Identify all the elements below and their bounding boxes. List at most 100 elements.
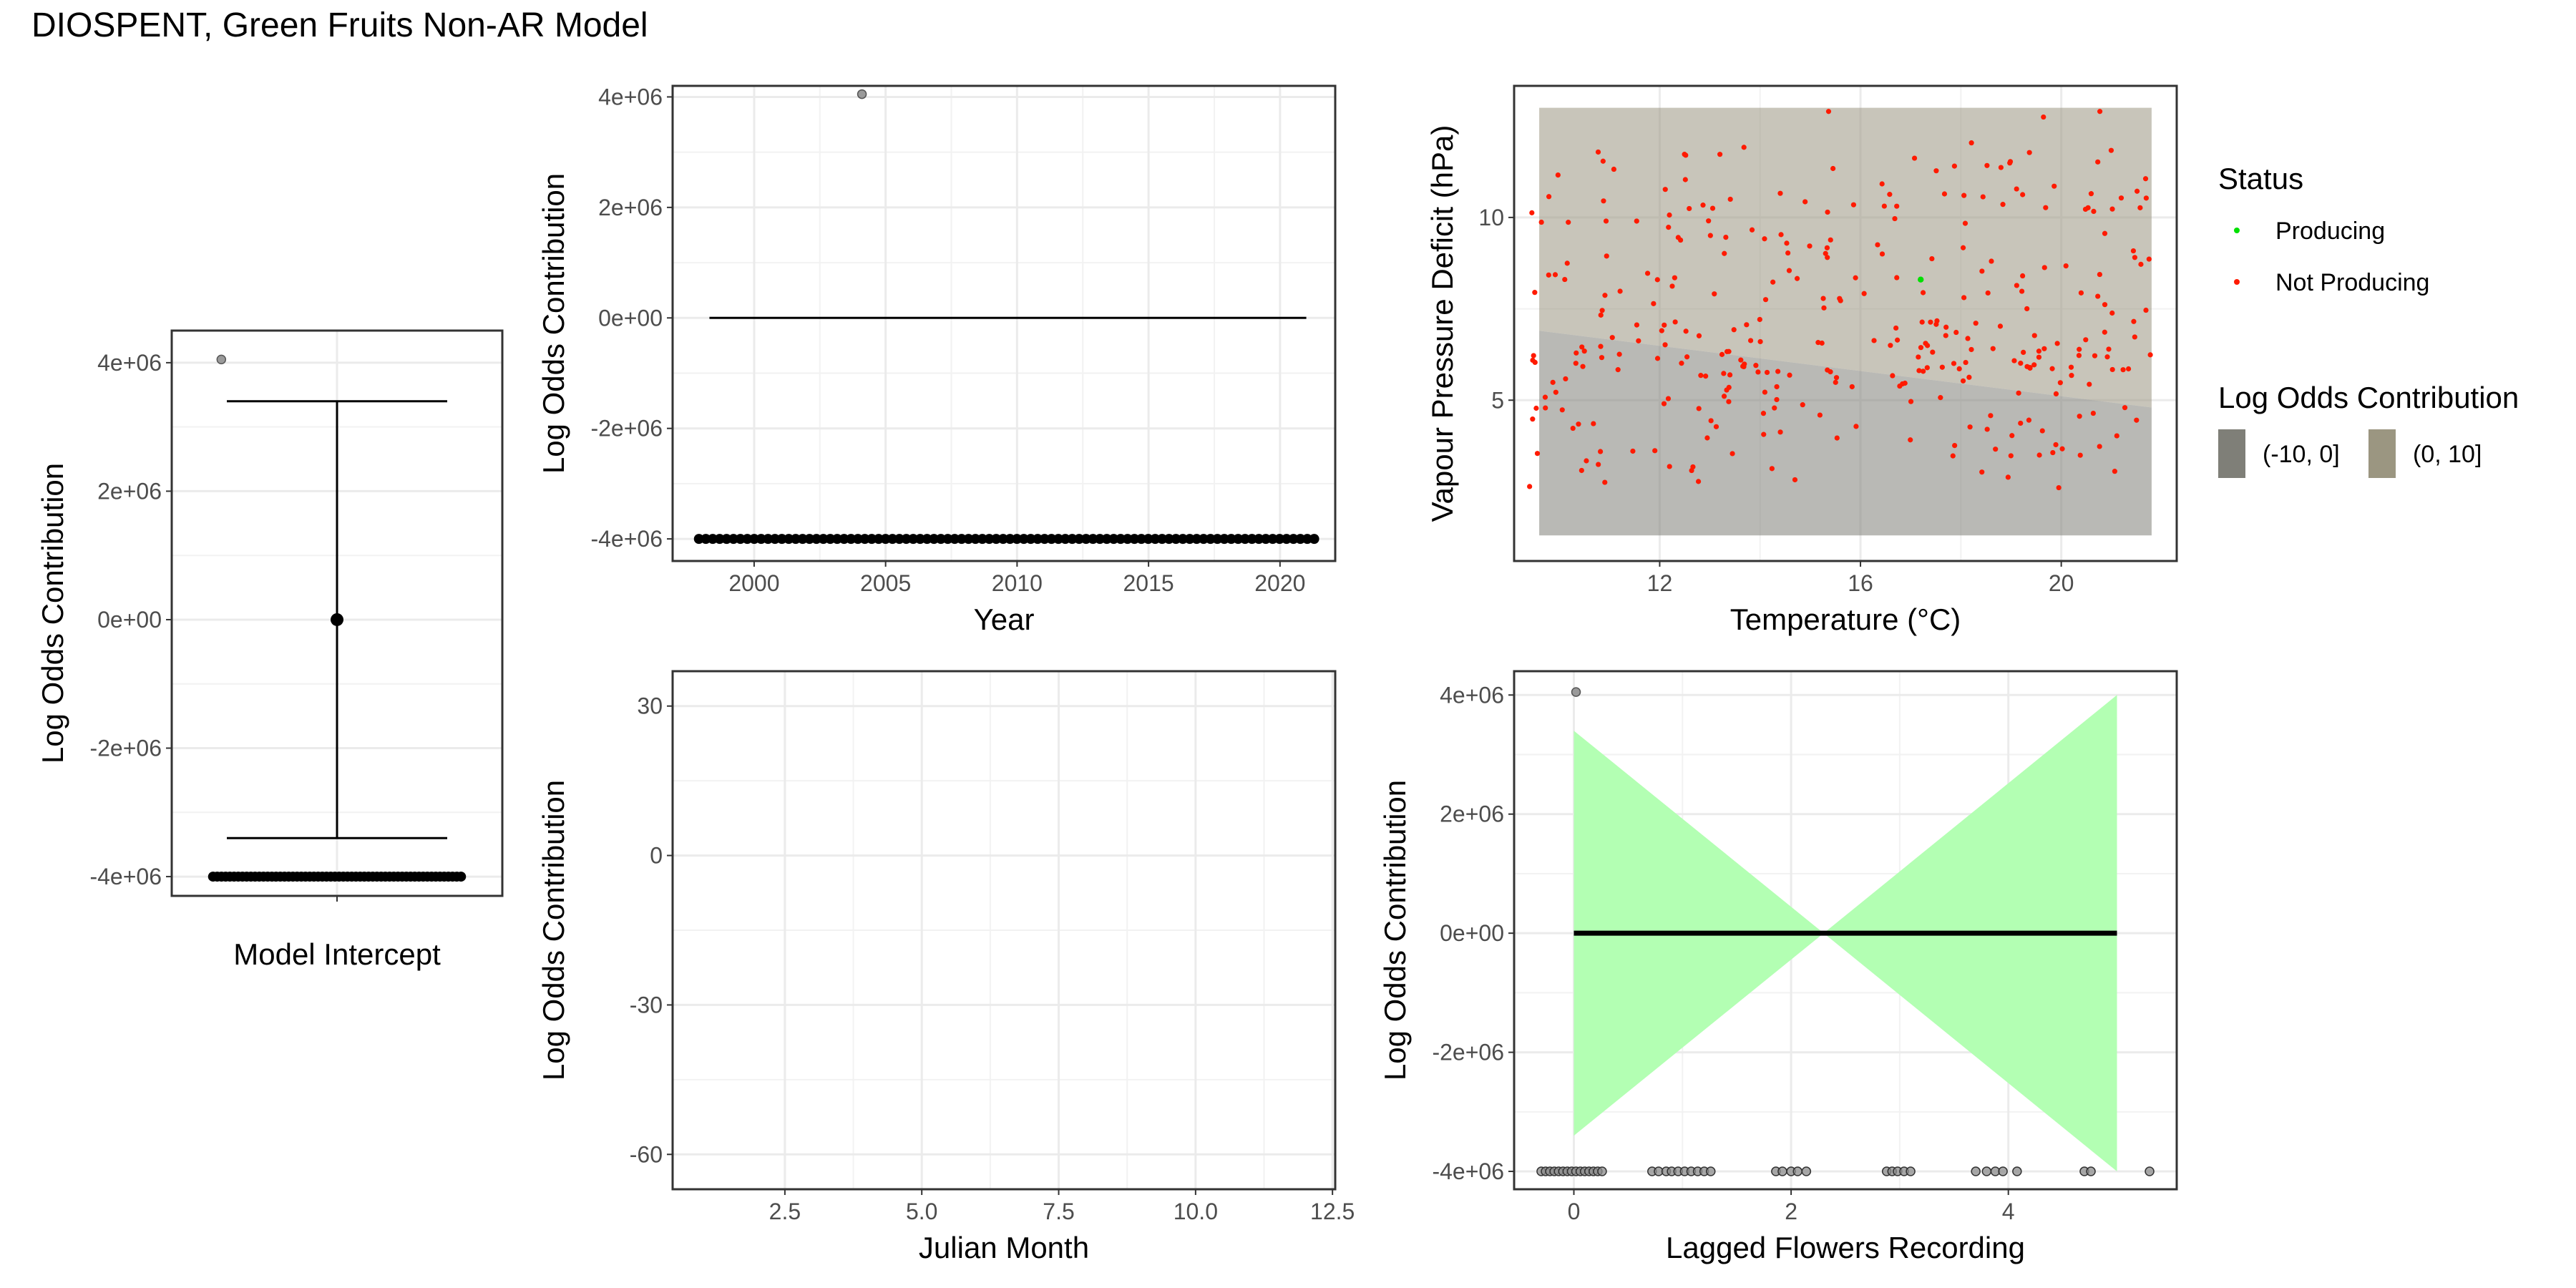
- not-producing-point: [1979, 469, 1985, 475]
- rug-point: [804, 534, 815, 545]
- rug-point: [1777, 1166, 1787, 1176]
- not-producing-point: [1923, 341, 1928, 346]
- not-producing-point: [2083, 337, 2089, 343]
- not-producing-point: [2036, 348, 2042, 354]
- x-tick-label: 2020: [1254, 570, 1305, 596]
- not-producing-point: [1740, 364, 1746, 369]
- rug-point: [867, 534, 877, 545]
- not-producing-point: [1532, 290, 1538, 296]
- not-producing-point: [1753, 363, 1759, 369]
- y-axis-label: Log Odds Contribution: [1378, 780, 1412, 1080]
- not-producing-point: [1968, 346, 1974, 353]
- rug-point: [735, 534, 746, 545]
- not-producing-point: [1662, 322, 1667, 328]
- rug-point: [956, 534, 967, 545]
- not-producing-point: [2102, 302, 2108, 308]
- x-tick-label: 4: [2002, 1199, 2015, 1224]
- not-producing-point: [2090, 410, 2096, 416]
- not-producing-point: [1960, 378, 1966, 384]
- rug-point: [756, 534, 766, 545]
- rug-point: [1219, 534, 1230, 545]
- not-producing-point: [2114, 433, 2119, 439]
- not-producing-point: [1598, 449, 1604, 454]
- not-producing-point: [1599, 355, 1605, 361]
- not-producing-point: [1682, 177, 1688, 182]
- not-producing-point: [1980, 194, 1986, 200]
- not-producing-point: [2122, 405, 2128, 411]
- not-producing-point: [2026, 150, 2032, 155]
- rug-point: [1136, 534, 1147, 545]
- legend-fill-key: [2218, 429, 2245, 478]
- not-producing-point: [1546, 194, 1552, 200]
- not-producing-point: [1888, 343, 1893, 348]
- not-producing-point: [1819, 340, 1825, 346]
- not-producing-point: [1853, 275, 1858, 280]
- rug-point: [852, 534, 863, 545]
- not-producing-point: [2126, 366, 2132, 372]
- rug-point: [1095, 534, 1106, 545]
- not-producing-point: [2031, 333, 2037, 338]
- rug-point: [922, 534, 932, 545]
- not-producing-point: [1630, 448, 1636, 454]
- not-producing-point: [2132, 255, 2138, 260]
- not-producing-point: [2092, 353, 2098, 358]
- not-producing-point: [1527, 484, 1533, 489]
- not-producing-point: [1570, 425, 1576, 431]
- not-producing-point: [1988, 413, 1994, 419]
- not-producing-point: [1644, 270, 1651, 276]
- y-tick-label: 0e+00: [1440, 920, 1504, 946]
- not-producing-point: [2024, 306, 2030, 312]
- rug-point: [1309, 534, 1319, 545]
- not-producing-point: [1938, 395, 1943, 401]
- not-producing-point: [2108, 147, 2114, 153]
- not-producing-point: [1965, 336, 1971, 341]
- not-producing-point: [1838, 298, 1843, 303]
- not-producing-point: [2088, 191, 2094, 197]
- not-producing-point: [1669, 283, 1675, 289]
- not-producing-point: [1784, 240, 1790, 246]
- not-producing-point: [1950, 453, 1956, 459]
- not-producing-point: [2014, 283, 2019, 288]
- x-axis-label: Model Intercept: [233, 937, 441, 971]
- not-producing-point: [2131, 318, 2137, 324]
- not-producing-point: [1581, 348, 1587, 354]
- not-producing-point: [1611, 166, 1616, 172]
- not-producing-point: [1960, 245, 1966, 250]
- not-producing-point: [1941, 191, 1948, 197]
- rug-point: [1080, 534, 1091, 545]
- rug-point: [1260, 534, 1271, 545]
- legend-status-key: [2234, 279, 2240, 285]
- y-tick-label: 30: [637, 693, 663, 719]
- not-producing-point: [2076, 353, 2082, 358]
- x-axis-label: Lagged Flowers Recording: [1666, 1231, 2025, 1264]
- rug-point: [1971, 1166, 1981, 1176]
- not-producing-point: [1962, 220, 1968, 226]
- not-producing-point: [1979, 268, 1985, 274]
- not-producing-point: [2102, 230, 2108, 236]
- not-producing-point: [1830, 165, 1836, 172]
- not-producing-point: [1817, 412, 1823, 418]
- rug-point: [935, 534, 946, 545]
- not-producing-point: [2095, 159, 2101, 165]
- not-producing-point: [1785, 250, 1791, 256]
- not-producing-point: [1543, 405, 1548, 411]
- not-producing-point: [1998, 165, 2004, 170]
- rug-point: [1053, 534, 1064, 545]
- rug-point: [825, 534, 836, 545]
- not-producing-point: [1853, 424, 1859, 429]
- not-producing-point: [1786, 268, 1792, 273]
- not-producing-point: [1973, 321, 1979, 326]
- rug-point: [1178, 534, 1189, 545]
- not-producing-point: [1749, 227, 1755, 233]
- y-tick-label: -2e+06: [590, 416, 663, 441]
- y-tick-label: -60: [630, 1141, 663, 1167]
- x-tick-label: 12: [1647, 570, 1673, 596]
- rug-point: [977, 534, 987, 545]
- not-producing-point: [2011, 358, 2017, 364]
- not-producing-point: [2016, 390, 2021, 396]
- not-producing-point: [2009, 433, 2015, 439]
- not-producing-point: [2120, 367, 2126, 373]
- not-producing-point: [1933, 168, 1939, 174]
- not-producing-point: [1667, 212, 1672, 218]
